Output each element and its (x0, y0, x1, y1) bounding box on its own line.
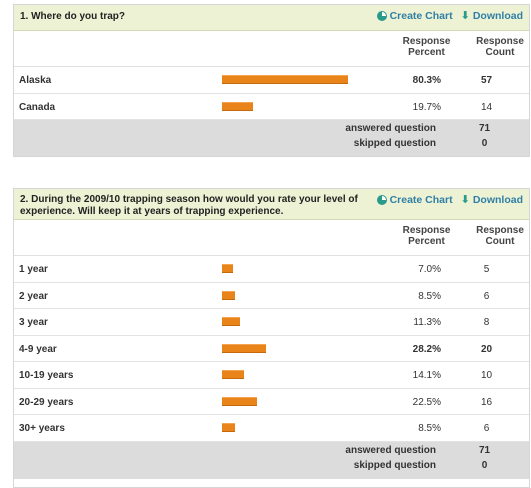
bar-track (222, 343, 387, 353)
answered-question-label: answered question (345, 123, 436, 134)
create-chart-label: Create Chart (389, 194, 453, 206)
answer-label: Alaska (19, 75, 52, 86)
response-percent: 8.5% (418, 423, 441, 434)
skipped-question-label: skipped question (353, 459, 436, 471)
response-bar (222, 75, 348, 84)
question-panel-2: 2. During the 2009/10 trapping season ho… (13, 188, 530, 488)
download-arrow-icon: ⬇ (460, 10, 470, 22)
response-bar (222, 264, 233, 273)
answer-rows: Alaska 80.3% 57 Canada 19.7% 14 (14, 67, 529, 120)
response-percent: 22.5% (412, 396, 441, 408)
answered-question-label: answered question (345, 444, 436, 456)
response-count: 5 (483, 264, 490, 275)
response-percent: 7.0% (418, 264, 441, 275)
answer-label: 20-29 years (19, 396, 74, 408)
response-count: 14 (480, 101, 493, 113)
response-bar (222, 101, 253, 111)
question-panel-1: 1. Where do you trap? Create Chart ⬇ Dow… (13, 4, 530, 157)
response-percent: 28.2% (412, 343, 441, 355)
answered-question-value: 71 (478, 123, 491, 134)
response-count: 6 (483, 423, 490, 434)
download-link[interactable]: ⬇ Download (461, 10, 523, 22)
answer-row: 10-19 years 14.1% 10 (14, 362, 529, 389)
response-count: 20 (480, 343, 493, 355)
answer-row: 4-9 year 28.2% 20 (14, 336, 529, 362)
download-label: Download (472, 10, 523, 22)
answer-rows: 1 year 7.0% 5 2 year 8.5% 6 3 year 11.3% 8 4-9 ye… (14, 256, 529, 442)
skipped-question-value: 0 (481, 459, 488, 471)
question-header: 2. During the 2009/10 trapping season ho… (14, 189, 529, 220)
column-headers: Response Percent Response Count (14, 31, 529, 67)
pie-chart-icon (376, 195, 387, 205)
bar-track (222, 290, 387, 300)
response-count: 10 (480, 370, 493, 381)
question-actions: Create Chart ⬇ Download (376, 10, 523, 22)
answer-row: 30+ years 8.5% 6 (14, 415, 529, 442)
create-chart-link[interactable]: Create Chart (376, 194, 453, 206)
response-count: 6 (483, 290, 490, 302)
bar-track (222, 396, 387, 406)
answer-row: 2 year 8.5% 6 (14, 283, 529, 309)
response-count-header: Response Count (476, 225, 524, 247)
bar-track (222, 423, 387, 432)
bar-track (222, 370, 387, 379)
answer-label: 3 year (19, 317, 48, 328)
pie-chart-icon (376, 11, 387, 21)
question-title: 1. Where do you trap? (20, 11, 126, 22)
skipped-question-value: 0 (481, 138, 488, 149)
answer-label: 1 year (19, 264, 48, 275)
response-percent: 14.1% (412, 370, 441, 381)
answer-label: 10-19 years (19, 370, 74, 381)
response-bar (222, 423, 235, 432)
summary-block: answered question 71 skipped question 0 (14, 441, 529, 479)
response-percent: 19.7% (412, 101, 441, 113)
answer-label: 2 year (19, 290, 48, 302)
answer-row: Alaska 80.3% 57 (14, 67, 529, 94)
response-percent-header: Response Percent (402, 36, 451, 58)
response-bar (222, 343, 266, 353)
response-percent: 11.3% (413, 317, 441, 328)
download-arrow-icon: ⬇ (460, 194, 470, 206)
response-bar (222, 290, 235, 300)
bar-track (222, 101, 387, 111)
answer-label: 4-9 year (19, 343, 57, 355)
answer-row: 20-29 years 22.5% 16 (14, 389, 529, 415)
download-label: Download (472, 194, 523, 206)
bar-track (222, 317, 387, 326)
bar-track (222, 75, 387, 84)
response-percent-header: Response Percent (402, 225, 451, 247)
question-actions: Create Chart ⬇ Download (376, 194, 523, 206)
response-bar (222, 396, 257, 406)
response-count: 8 (483, 317, 490, 328)
response-bar (222, 317, 240, 326)
answer-row: 3 year 11.3% 8 (14, 309, 529, 336)
summary-block: answered question 71 skipped question 0 (14, 120, 529, 156)
response-percent: 80.3% (412, 75, 441, 86)
bar-track (222, 264, 387, 273)
response-count: 16 (480, 396, 493, 408)
answer-row: Canada 19.7% 14 (14, 94, 529, 120)
answer-label: 30+ years (19, 423, 65, 434)
create-chart-label: Create Chart (389, 10, 453, 22)
response-bar (222, 370, 244, 379)
create-chart-link[interactable]: Create Chart (376, 10, 453, 22)
column-headers: Response Percent Response Count (14, 220, 529, 256)
response-count: 57 (480, 75, 493, 86)
skipped-question-label: skipped question (353, 138, 436, 149)
download-link[interactable]: ⬇ Download (461, 194, 523, 206)
response-count-header: Response Count (476, 36, 524, 58)
answer-row: 1 year 7.0% 5 (14, 256, 529, 283)
answered-question-value: 71 (478, 444, 491, 456)
question-title: 2. During the 2009/10 trapping season ho… (20, 194, 358, 217)
question-header: 1. Where do you trap? Create Chart ⬇ Dow… (14, 5, 529, 31)
response-percent: 8.5% (418, 290, 441, 302)
answer-label: Canada (19, 101, 56, 113)
